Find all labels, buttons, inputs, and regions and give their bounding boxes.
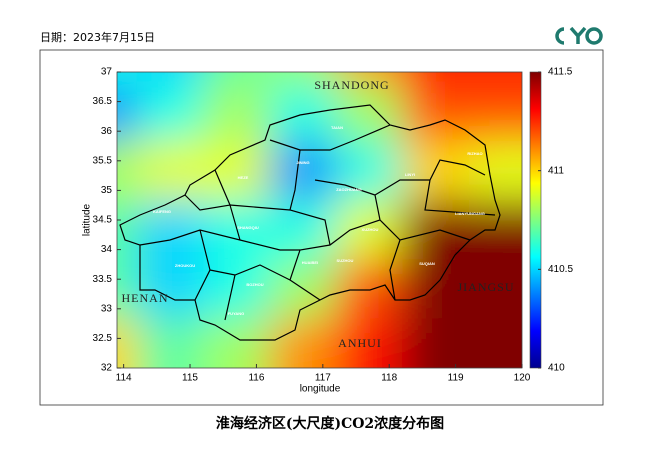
city-label: LIANYUNGANG [455,211,485,216]
province-label: JIANGSU [457,280,514,294]
y-tick-label: 36 [101,126,113,137]
city-label: FUYANG [228,311,245,316]
city-label: KAIFENG [153,209,171,214]
city-label: HEZE [238,175,249,180]
province-label: ANHUI [338,336,382,350]
x-tick-label: 118 [381,373,397,384]
frame [39,49,604,406]
boundaries [119,104,501,341]
chart-title: 淮海经济区(大尺度)CO2浓度分布图 [216,415,444,432]
city-label: SHANGQIU [237,225,259,230]
city-label: SUZHOU [337,258,354,263]
city-label: LINYI [405,172,415,177]
y-tick-label: 34.5 [93,215,113,226]
city-label: RIZHAO [467,151,482,156]
y-tick-label: 35 [101,185,113,196]
province-label: HENAN [122,291,169,305]
y-tick-label: 33 [101,303,113,314]
province-label: SHANDONG [314,78,389,92]
city-label: HUAIBEI [302,260,318,265]
city-label: BOZHOU [246,282,263,287]
y-axis-label: latitude [82,203,93,236]
y-tick-label: 34 [101,244,113,255]
y-tick-label: 35.5 [93,155,113,166]
x-tick-label: 115 [182,373,198,384]
city-label: TAIAN [331,125,343,130]
colorbar-tick-label: 410.5 [548,264,573,275]
x-tick-label: 114 [116,373,132,384]
x-axis-label: longitude [300,384,341,395]
colorbar-tick-label: 411 [548,165,564,176]
colorbar [529,71,542,369]
y-tick-label: 37 [101,67,113,78]
y-tick-label: 33.5 [93,274,113,285]
y-tick-label: 32 [101,363,113,374]
x-tick-label: 119 [448,373,464,384]
city-label: XUZHOU [362,227,379,232]
heat-field [117,72,522,368]
date: 日期：2023年7月15日 [40,30,155,44]
colorbar-tick-label: 411.5 [548,67,573,78]
city-label: ZHOUKOU [175,263,195,268]
x-tick-label: 120 [514,373,531,384]
city-label: ZAOZHUANG [336,187,362,192]
city-label: JINING [296,160,309,165]
y-tick-label: 32.5 [93,333,113,344]
logo [555,26,603,45]
heat-cell [468,318,522,368]
city-label: SUQIAN [419,261,435,266]
x-tick-label: 117 [315,373,331,384]
colorbar-tick-label: 410 [548,363,565,374]
y-tick-label: 36.5 [93,96,113,107]
x-tick-label: 116 [248,373,264,384]
